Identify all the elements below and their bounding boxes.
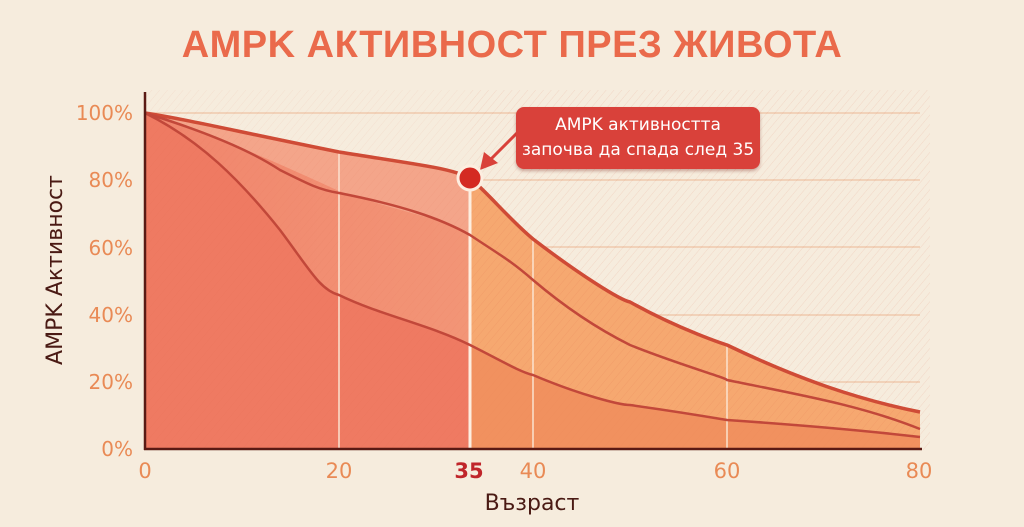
vertical-grid bbox=[338, 152, 728, 449]
y-tick-100: 100% bbox=[76, 101, 133, 125]
chart-title: AMPK АКТИВНОСТ ПРЕЗ ЖИВОТА bbox=[181, 24, 843, 66]
y-axis-label: AMPK Активност bbox=[43, 175, 68, 365]
x-tick-labels: 0 20 35 40 60 80 bbox=[138, 459, 932, 483]
callout-line-2: започва да спада след 35 bbox=[521, 140, 755, 160]
middle-curve bbox=[144, 111, 921, 431]
x-tick-80: 80 bbox=[906, 459, 933, 483]
area-before-35 bbox=[145, 90, 470, 450]
lower-curve bbox=[144, 111, 921, 439]
x-tick-0: 0 bbox=[138, 459, 151, 483]
y-tick-labels: 0% 20% 40% 60% 80% 100% bbox=[76, 101, 133, 461]
y-tick-40: 40% bbox=[89, 303, 133, 327]
x-tick-20: 20 bbox=[326, 459, 353, 483]
upper-curve bbox=[144, 111, 921, 414]
x-tick-35: 35 bbox=[454, 459, 483, 483]
x-axis-label: Възраст bbox=[485, 491, 580, 516]
callout-arrow-icon bbox=[480, 130, 520, 170]
y-tick-60: 60% bbox=[89, 236, 133, 260]
highlight-marker bbox=[456, 164, 484, 192]
x-tick-60: 60 bbox=[714, 459, 741, 483]
annotation-callout: AMPK активността започва да спада след 3… bbox=[516, 107, 760, 169]
callout-line-1: AMPK активността bbox=[555, 115, 721, 135]
x-tick-40: 40 bbox=[520, 459, 547, 483]
y-tick-0: 0% bbox=[101, 437, 133, 461]
y-tick-20: 20% bbox=[89, 370, 133, 394]
y-tick-80: 80% bbox=[89, 168, 133, 192]
